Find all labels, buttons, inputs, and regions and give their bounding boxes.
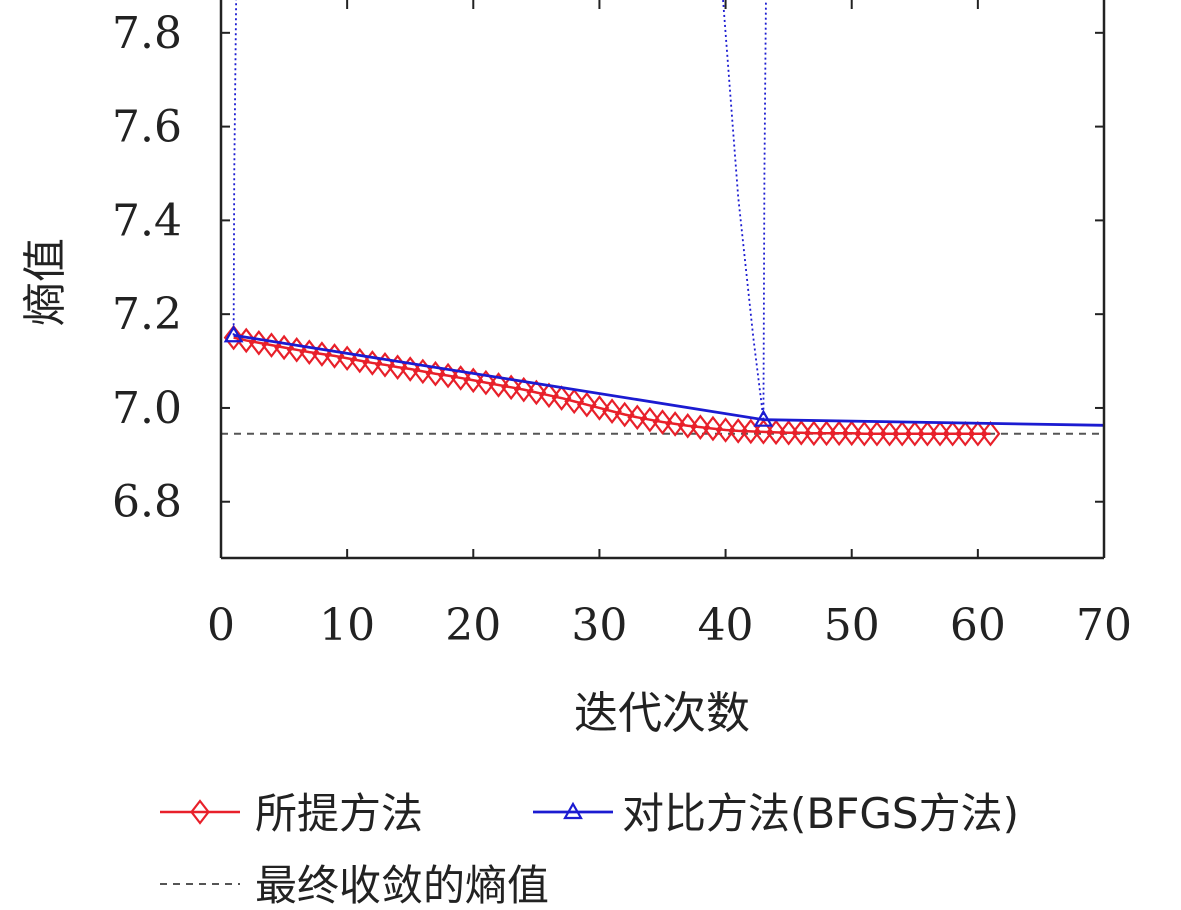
- marker-proposed-42: [740, 418, 761, 445]
- marker-proposed-50: [841, 420, 862, 447]
- marker-proposed-24: [513, 376, 534, 403]
- bfgs-dotted-excursion-2: [722, 0, 765, 420]
- x-tick-label-60: 60: [950, 600, 1006, 651]
- y-tick-label-7: 7.0: [112, 383, 182, 434]
- bfgs-dotted-excursion-1: [232, 0, 238, 336]
- y-tick-label-6.8: 6.8: [112, 477, 182, 528]
- marker-proposed-36: [665, 411, 686, 437]
- marker-proposed-39: [703, 415, 723, 442]
- x-tick-label-0: 0: [207, 600, 235, 651]
- marker-proposed-17: [425, 360, 446, 387]
- plot-area: [221, 0, 1104, 447]
- marker-bfgs-1: [223, 325, 244, 343]
- legend-label-proposed: 所提方法: [255, 789, 423, 838]
- x-tick-label-30: 30: [571, 600, 627, 651]
- series-line-bfgs: [233, 333, 1104, 427]
- marker-proposed-34: [639, 406, 660, 433]
- legend-label-reference: 最终收敛的熵值: [255, 861, 549, 910]
- marker-proposed-46: [791, 420, 812, 446]
- x-tick-label-20: 20: [445, 600, 501, 651]
- marker-proposed-20: [463, 367, 484, 394]
- marker-proposed-1: [223, 324, 244, 351]
- marker-proposed-23: [501, 374, 522, 401]
- legend-marker-proposed: [190, 799, 210, 825]
- y-tick-label-7.6: 7.6: [112, 102, 182, 153]
- marker-proposed-30: [589, 395, 610, 421]
- x-tick-label-70: 70: [1076, 600, 1132, 651]
- y-tick-label-7.4: 7.4: [112, 195, 182, 246]
- marker-proposed-35: [652, 409, 673, 435]
- marker-proposed-41: [728, 418, 749, 444]
- y-tick-label-7.8: 7.8: [112, 8, 182, 59]
- marker-bfgs-2: [753, 409, 774, 427]
- marker-proposed-31: [602, 398, 622, 425]
- x-tick-label-50: 50: [824, 600, 880, 651]
- marker-proposed-43: [753, 419, 774, 445]
- marker-proposed-26: [539, 382, 559, 409]
- marker-proposed-29: [576, 391, 597, 418]
- marker-proposed-27: [551, 385, 572, 411]
- x-tick-label-10: 10: [319, 600, 375, 651]
- marker-proposed-37: [677, 412, 698, 439]
- data-marks: [221, 0, 1104, 447]
- legend-label-bfgs: 对比方法(BFGS方法): [622, 789, 1019, 838]
- marker-proposed-25: [526, 379, 547, 406]
- axes: 0 10 20 30 40 50 60 70 6.8 7.0 7.2 7.4 7.6 7.8: [112, 0, 1132, 651]
- marker-proposed-44: [766, 419, 786, 446]
- series-line-proposed: [233, 336, 991, 435]
- marker-proposed-28: [564, 388, 585, 415]
- y-axis-label: 熵值: [20, 238, 71, 326]
- y-tick-label-7.2: 7.2: [112, 289, 182, 340]
- legend: 所提方法 对比方法(BFGS方法) 最终收敛的熵值: [160, 789, 1019, 910]
- marker-proposed-18: [438, 362, 458, 389]
- marker-proposed-21: [476, 369, 496, 396]
- x-tick-label-40: 40: [698, 600, 754, 651]
- marker-proposed-32: [614, 401, 635, 428]
- marker-proposed-40: [715, 417, 736, 443]
- marker-proposed-61: [980, 420, 1001, 447]
- x-axis-label: 迭代次数: [574, 688, 750, 739]
- bfgs-dotted-excursion-3: [762, 0, 767, 420]
- marker-proposed-19: [450, 365, 471, 391]
- legend-marker-bfgs: [563, 801, 583, 820]
- marker-proposed-22: [488, 372, 509, 398]
- marker-proposed-33: [627, 404, 648, 431]
- marker-proposed-38: [690, 414, 711, 440]
